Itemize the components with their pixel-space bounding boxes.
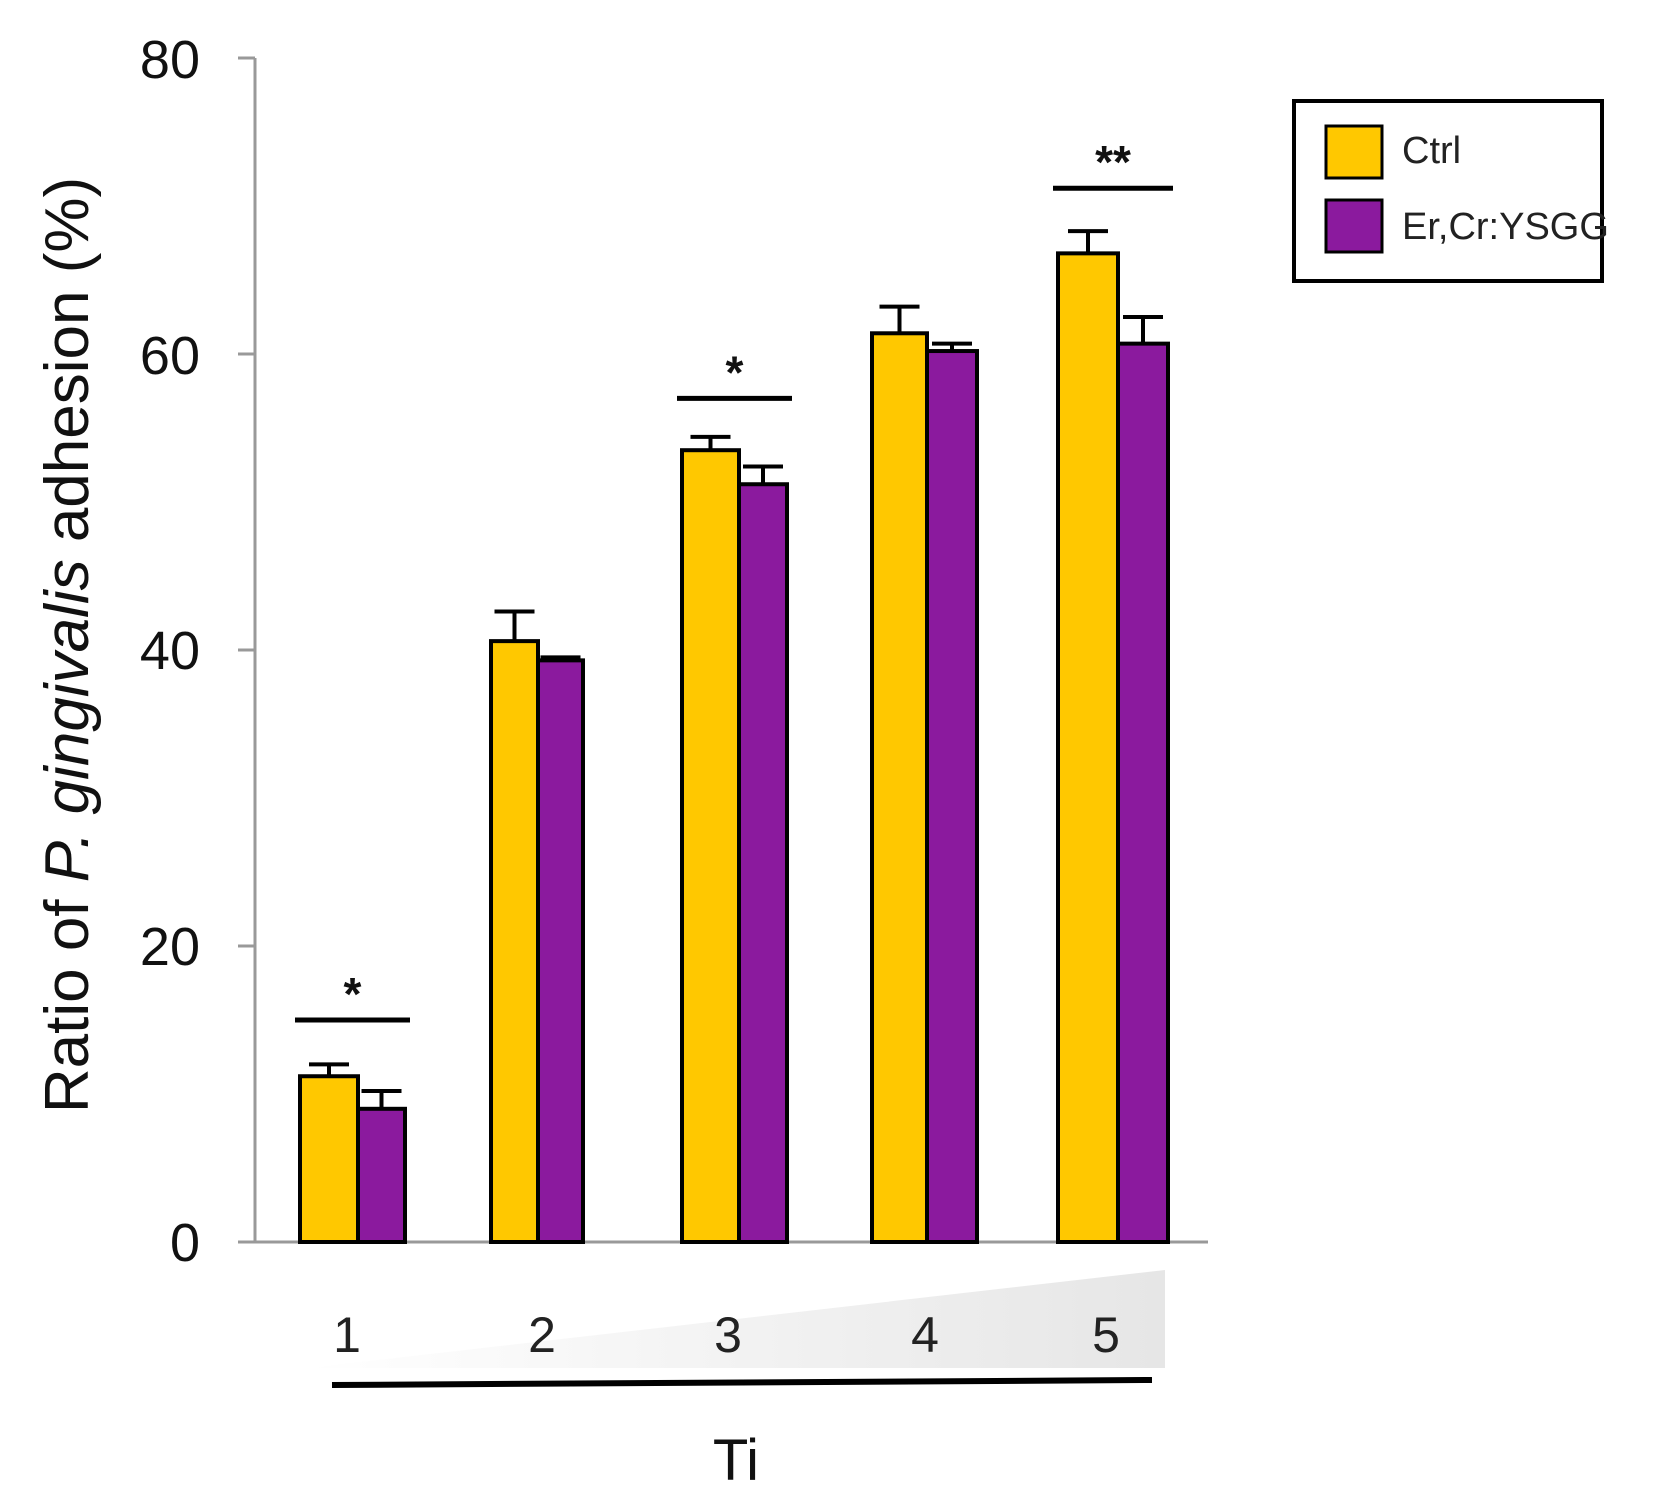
y-tick-label-80: 80 xyxy=(140,30,200,90)
y-axis-label-suffix: adhesion (%) xyxy=(33,177,102,560)
bar-ctrl-1 xyxy=(298,1074,360,1244)
bar-ctrl-5 xyxy=(1056,251,1120,1245)
legend-label-er-cr-ysgg: Er,Cr:YSGG xyxy=(1402,206,1609,248)
category-label-5: 5 xyxy=(1092,1307,1120,1363)
legend-label-ctrl: Ctrl xyxy=(1402,130,1461,172)
bar-ctrl-2 xyxy=(489,639,540,1244)
y-axis-label-prefix: Ratio of xyxy=(33,882,102,1113)
bar-er-cr-ysgg-5 xyxy=(1116,341,1170,1244)
bar-er-cr-ysgg-4 xyxy=(925,349,979,1245)
y-tick-label-60: 60 xyxy=(140,326,200,386)
y-axis-label-species: P. gingivalis xyxy=(33,559,102,882)
y-axis-label: Ratio of P. gingivalis adhesion (%) xyxy=(33,177,102,1113)
legend-swatch-ctrl xyxy=(1324,124,1384,180)
significance-label-3: * xyxy=(726,346,744,398)
y-tick-label-40: 40 xyxy=(140,621,200,681)
concentration-gradient-wedge xyxy=(308,1270,1165,1368)
bar-ctrl-4 xyxy=(870,331,929,1244)
bar-er-cr-ysgg-3 xyxy=(737,482,789,1244)
category-label-4: 4 xyxy=(911,1307,939,1363)
bar-ctrl-3 xyxy=(680,448,741,1244)
ti-group-line xyxy=(331,1377,1153,1388)
legend-swatch-er-cr-ysgg xyxy=(1324,198,1384,254)
category-label-2: 2 xyxy=(528,1307,556,1363)
y-tick-label-0: 0 xyxy=(170,1213,200,1273)
y-tick-label-20: 20 xyxy=(140,917,200,977)
category-label-3: 3 xyxy=(714,1307,742,1363)
bar-er-cr-ysgg-1 xyxy=(356,1106,407,1245)
category-label-1: 1 xyxy=(333,1307,361,1363)
significance-label-5: ** xyxy=(1095,136,1131,188)
x-axis-label: Ti xyxy=(713,1428,759,1493)
significance-label-1: * xyxy=(344,968,362,1020)
bar-er-cr-ysgg-2 xyxy=(536,658,585,1244)
